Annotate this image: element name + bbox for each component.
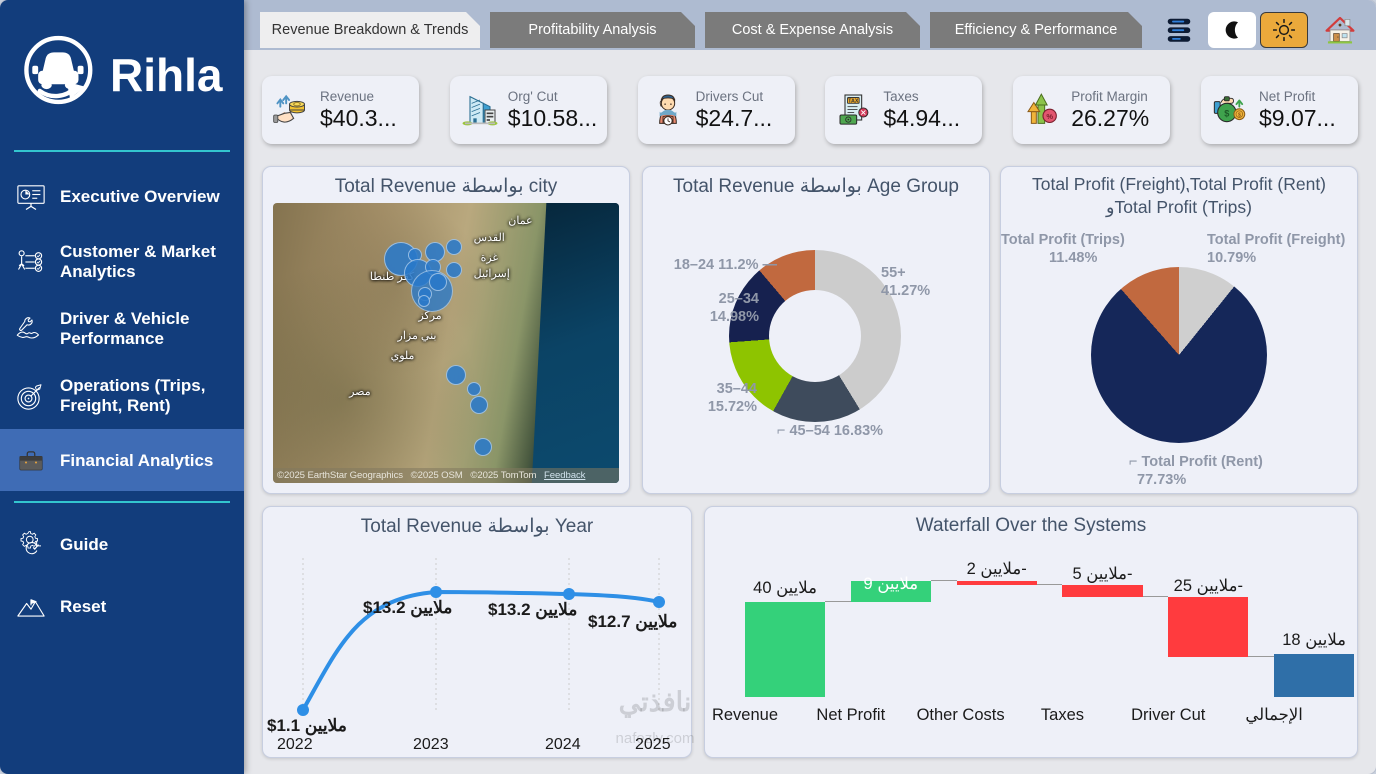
svg-text:$: $ [1238,113,1241,119]
svg-text:$: $ [1224,109,1229,119]
svg-text:TAX: TAX [849,99,860,105]
svg-text:%: % [1047,112,1054,121]
